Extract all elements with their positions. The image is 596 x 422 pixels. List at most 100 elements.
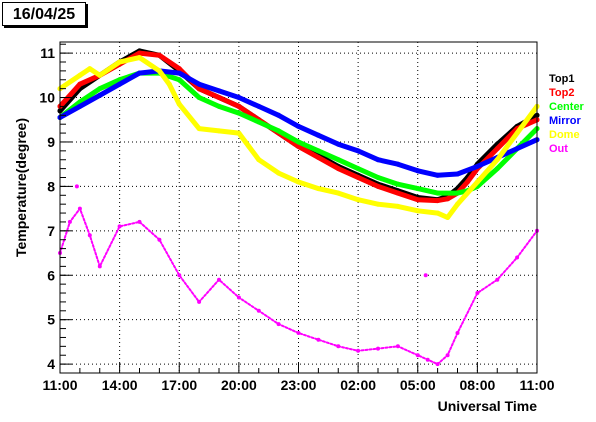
data-point-top2 (236, 103, 242, 109)
series-line-center (57, 70, 540, 196)
data-point-top2 (77, 81, 83, 87)
data-point-center (216, 103, 222, 109)
data-point-top2 (196, 86, 202, 92)
data-point-top2 (156, 52, 162, 58)
y-tick-label: 9 (47, 134, 55, 150)
data-point-dome (375, 201, 381, 207)
data-point-center (256, 119, 262, 125)
data-point-center (97, 86, 103, 92)
tick-layer: 11:00 14:00 17:00 20:00 23:00 02:00 05:00 08:00… (39, 43, 555, 393)
data-point-mirror (236, 95, 242, 100)
x-tick-label: 14:00 (102, 377, 138, 393)
data-point-out (395, 344, 400, 349)
data-point-mirror (395, 161, 401, 167)
data-point-mirror (296, 123, 301, 129)
data-point-mirror (196, 81, 202, 87)
data-point-center (276, 128, 282, 134)
y-tick-label: 11 (40, 45, 55, 61)
data-point-dome (97, 72, 103, 78)
data-point-out (137, 219, 142, 224)
data-point-mirror (415, 168, 421, 174)
data-point-out (177, 273, 182, 278)
data-point-mirror (216, 88, 222, 94)
data-point-dome (77, 72, 83, 78)
date-label: 16/04/25 (2, 2, 86, 26)
y-tick-label: 6 (47, 267, 55, 283)
data-point-out (87, 233, 92, 238)
data-point-out (495, 277, 500, 282)
data-point-out (97, 264, 102, 269)
data-point-mirror (375, 157, 381, 163)
data-point-center (236, 110, 242, 116)
data-point-dome (166, 81, 172, 87)
data-point-center (355, 166, 361, 172)
data-point-center (375, 175, 381, 180)
data-point-top2 (315, 155, 321, 160)
data-point-top2 (445, 196, 451, 202)
data-point-dome (445, 215, 451, 220)
plot-frame (59, 41, 538, 374)
x-tick-label: 20:00 (221, 377, 257, 393)
legend: Top1 Top2 Center Mirror Dome Out (549, 73, 585, 155)
y-tick-label: 10 (39, 90, 55, 106)
data-point-mirror (256, 103, 262, 109)
data-point-dome (296, 179, 301, 185)
data-point-center (455, 190, 460, 196)
data-point-dome (455, 201, 460, 207)
x-tick-label: 08:00 (459, 377, 495, 393)
data-point-out (415, 353, 420, 358)
y-axis-label: Temperature(degree) (13, 118, 29, 257)
data-point-mirror (514, 146, 520, 152)
data-point-mirror (474, 163, 480, 169)
data-point-dome (137, 55, 142, 61)
legend-entry-top1: Top1 (549, 73, 574, 85)
x-tick-label: 23:00 (281, 377, 317, 393)
data-point-top2 (137, 50, 142, 56)
x-tick-label: 02:00 (340, 377, 376, 393)
data-point-out (336, 344, 341, 349)
data-point-top2 (464, 179, 470, 185)
data-point-center (315, 148, 321, 154)
series-top2 (57, 50, 540, 204)
data-point-out (376, 346, 380, 351)
data-point-mirror (435, 172, 441, 178)
data-point-top2 (415, 197, 421, 203)
data-point-dome (276, 170, 282, 176)
data-point-top2 (395, 190, 401, 196)
data-point-top2 (375, 183, 381, 189)
data-point-mirror (315, 132, 321, 138)
data-point-top2 (216, 95, 222, 100)
data-point-dome (474, 179, 480, 185)
data-point-out (77, 206, 82, 211)
data-point-out (157, 237, 162, 242)
data-point-dome (246, 143, 252, 149)
series-line-dome (57, 55, 540, 220)
data-point-dome (117, 59, 123, 65)
data-point-center (296, 139, 301, 145)
data-point-center (176, 77, 182, 83)
data-point-mirror (335, 141, 341, 147)
x-axis-label: Universal Time (438, 398, 538, 414)
data-point-dome (196, 126, 202, 132)
data-point-mirror (137, 70, 142, 76)
series-mirror (57, 68, 540, 178)
data-point-dome (256, 157, 262, 163)
data-point-out (515, 255, 520, 260)
data-point-top2 (335, 166, 341, 172)
series-dome (57, 55, 540, 220)
legend-entry-dome: Dome (549, 129, 580, 141)
data-point-out (236, 295, 241, 300)
data-point-center (435, 190, 441, 196)
data-point-dome (415, 208, 421, 214)
data-point-top2 (355, 175, 361, 180)
y-tick-label: 4 (47, 356, 55, 372)
data-point-out (117, 224, 122, 229)
data-point-out (217, 277, 221, 282)
legend-entry-mirror: Mirror (549, 115, 582, 127)
data-point-out (425, 357, 430, 362)
data-point-mirror (117, 81, 123, 87)
data-point-out (316, 337, 321, 342)
data-point-center (415, 186, 421, 192)
data-point-out (475, 291, 480, 295)
